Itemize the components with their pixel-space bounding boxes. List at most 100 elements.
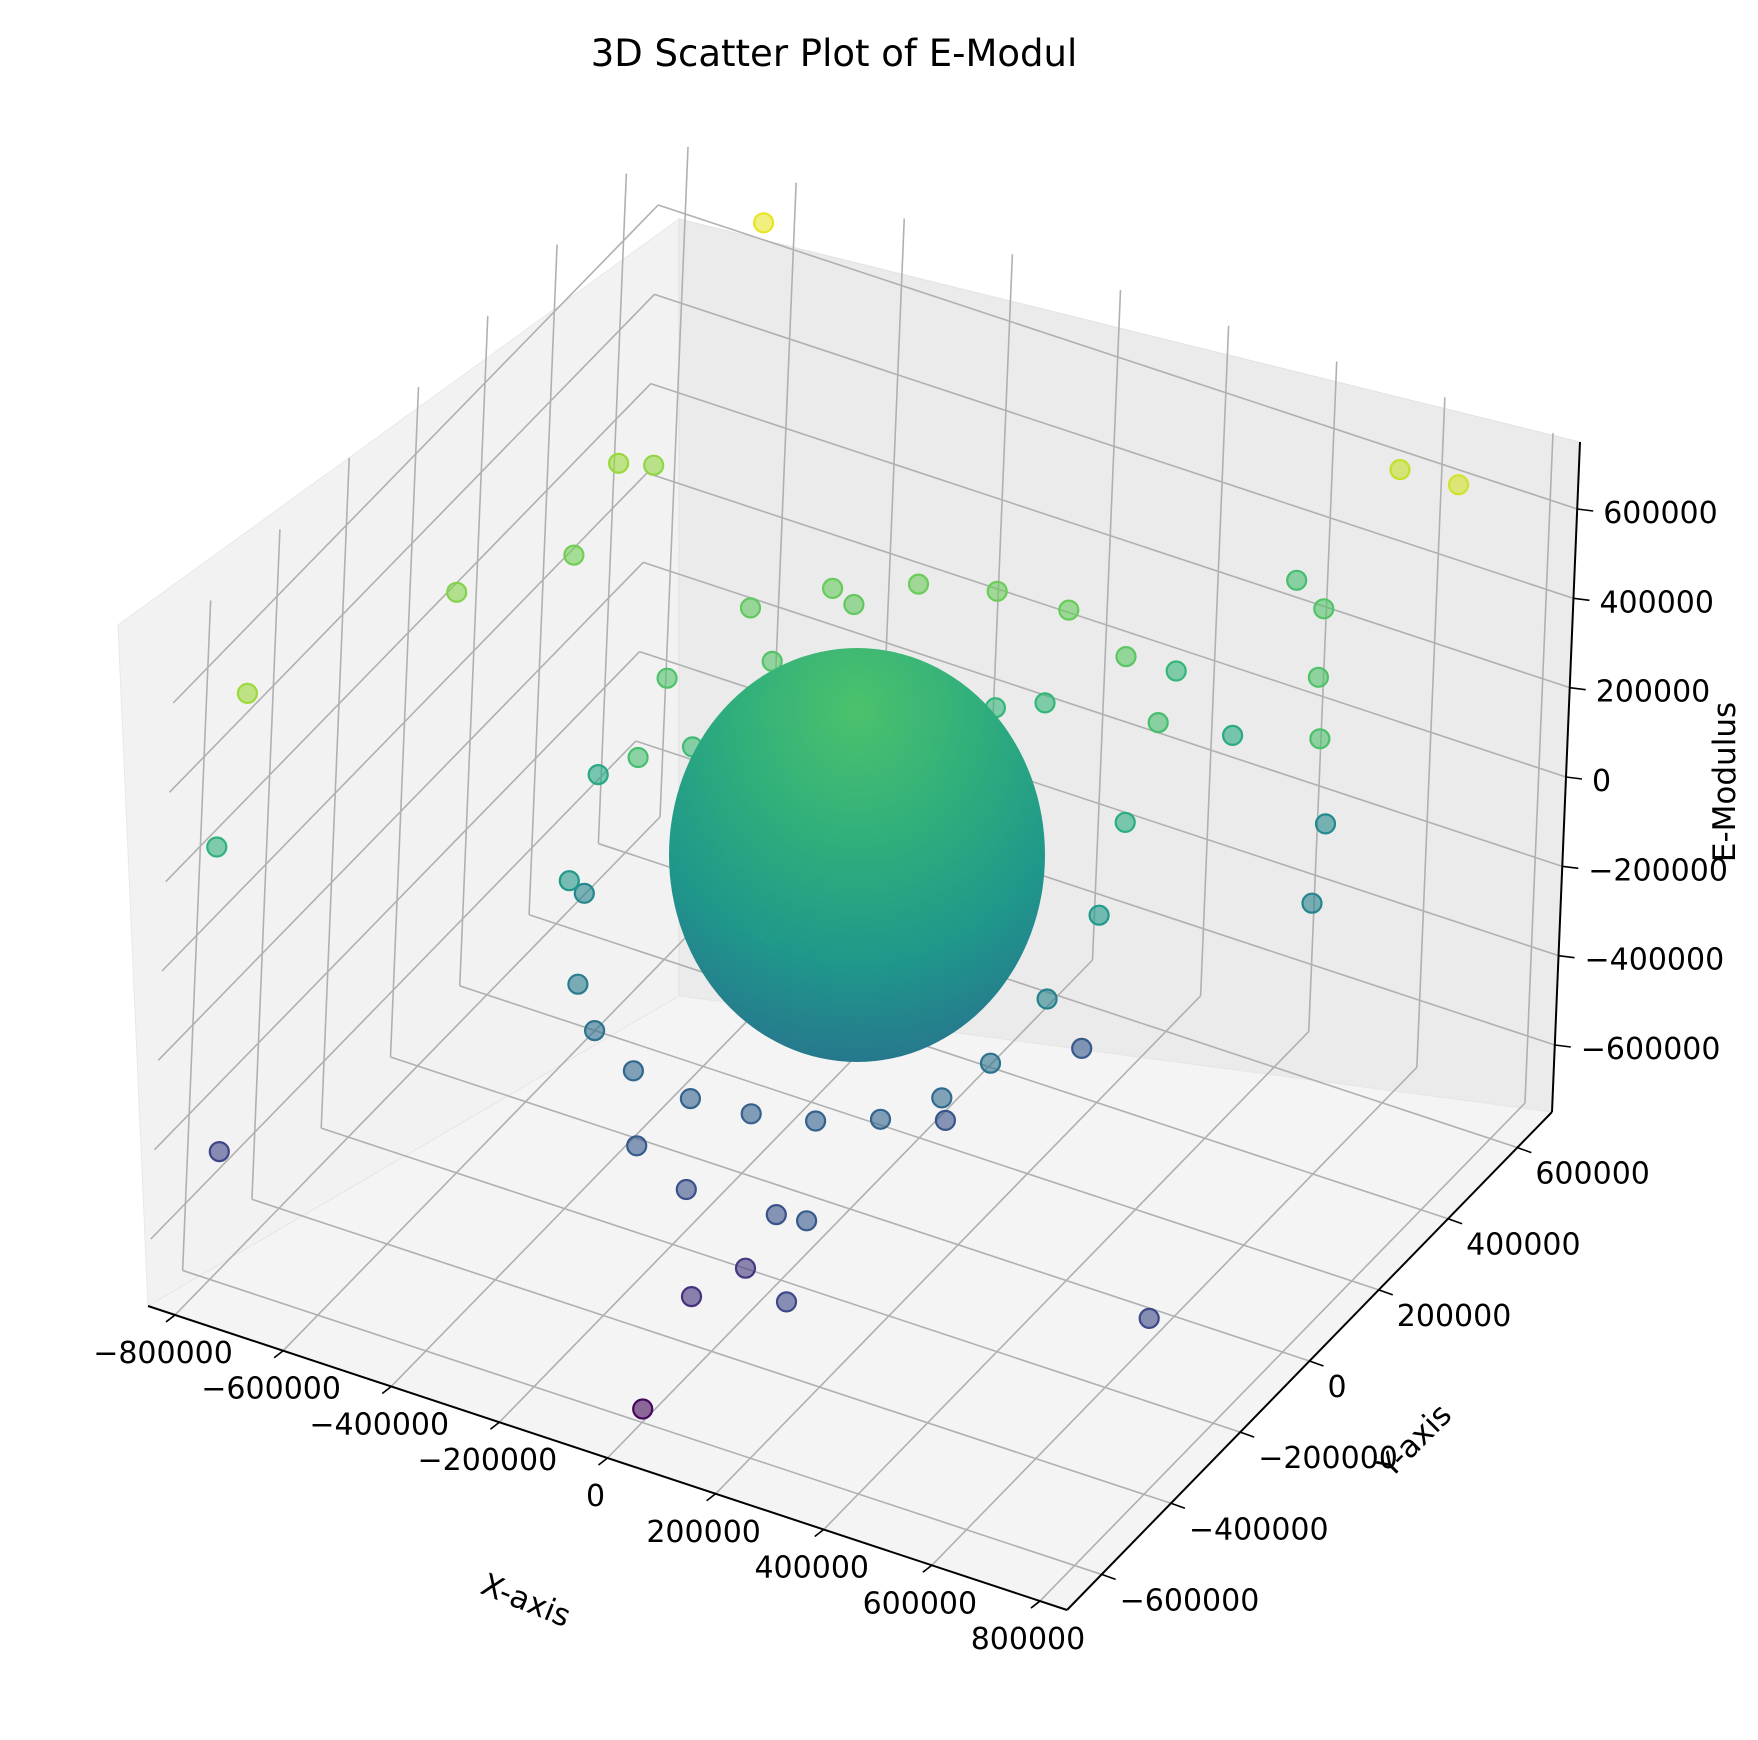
z-axis-label: E-Modulus: [1707, 702, 1743, 862]
scatter-point: [759, 922, 781, 945]
x-tick-label: −400000: [309, 1407, 449, 1442]
y-gridline-floor: [390, 1056, 1310, 1362]
z-tick-label: −400000: [1585, 943, 1725, 978]
z-tick-label: 600000: [1603, 496, 1718, 531]
scatter-point: [843, 593, 865, 616]
scatter-point: [1114, 811, 1136, 834]
x-tick-mark: [922, 1564, 933, 1573]
scatter-point: [627, 746, 649, 769]
y-gridline-floor: [182, 1269, 1102, 1576]
x-tick-label: 0: [586, 1479, 605, 1514]
x-tick-label: −800000: [93, 1336, 233, 1371]
z-tick-label: 400000: [1599, 585, 1714, 620]
z-tick-mark: [1565, 776, 1583, 780]
x-tick-mark: [814, 1528, 825, 1538]
scatter-point: [563, 544, 585, 566]
scatter-point: [752, 212, 775, 234]
z-gridline-back: [657, 204, 1578, 510]
scatter-point: [1389, 459, 1411, 481]
scatter-point: [622, 1060, 645, 1082]
scatter-point: [739, 597, 762, 619]
x-tick-mark: [489, 1421, 500, 1430]
y-gridline-floor: [320, 1127, 1241, 1433]
scatter-point: [236, 682, 258, 705]
z-tick-mark: [1562, 865, 1579, 870]
scatter-point: [795, 1210, 818, 1232]
y-tick-mark: [1447, 1217, 1463, 1225]
z-gridline-back: [654, 293, 1574, 600]
scatter-point: [1301, 892, 1323, 914]
z-tick-label: −200000: [1588, 853, 1728, 888]
scatter-point: [1286, 569, 1308, 591]
scatter-point: [1221, 724, 1244, 747]
x-tick-mark: [1030, 1600, 1041, 1609]
scatter-point: [934, 1109, 957, 1132]
scatter-point: [775, 1291, 798, 1313]
y-tick-label: 600000: [1535, 1157, 1650, 1192]
y-tick-label: −200000: [1258, 1441, 1398, 1476]
scatter-point: [1307, 666, 1330, 688]
scatter-point: [643, 454, 665, 476]
y-tick-mark: [1517, 1146, 1532, 1154]
scatter-point: [1036, 988, 1058, 1010]
y-tick-label: −600000: [1120, 1583, 1260, 1618]
scatter-point: [573, 882, 595, 904]
x-tick-label: 400000: [754, 1551, 869, 1586]
scatter-point: [656, 667, 678, 689]
z-tick-mark: [1554, 1044, 1571, 1048]
scatter-point: [446, 581, 468, 603]
y-gridline-floor: [459, 985, 1380, 1291]
y-tick-mark: [1101, 1573, 1116, 1581]
scatter-point: [1313, 598, 1335, 620]
y-tick-label: 400000: [1466, 1228, 1581, 1263]
scatter-point: [208, 1140, 230, 1163]
scatter-point: [734, 1257, 757, 1279]
y-tick-label: −400000: [1189, 1512, 1329, 1547]
z-tick-label: 0: [1592, 764, 1611, 799]
scatter-point: [679, 1087, 702, 1110]
scatter-point: [1138, 1307, 1160, 1330]
scatter-point: [1088, 904, 1110, 926]
y-tick-mark: [1309, 1360, 1324, 1367]
scatter-point: [1034, 692, 1056, 714]
y-axis-line: [1066, 1111, 1553, 1611]
chart-title: 3D Scatter Plot of E-Modul: [591, 32, 1077, 75]
y-tick-label: 200000: [1397, 1299, 1512, 1334]
scatter-point: [1115, 645, 1137, 668]
scatter-point: [583, 1019, 606, 1042]
y-gridline-floor: [251, 1198, 1172, 1505]
scatter-point: [821, 577, 844, 600]
x-tick-label: −600000: [201, 1372, 341, 1407]
z-gridline-back: [646, 472, 1567, 778]
x-tick-mark: [273, 1350, 284, 1359]
tick-labels: −800000−600000−400000−200000020000040000…: [93, 496, 1728, 1657]
scatter-point: [804, 1110, 827, 1132]
scatter-point: [1147, 711, 1169, 734]
scatter-point: [626, 1135, 648, 1157]
scatter-point: [765, 1203, 787, 1226]
z-tick-label: −600000: [1581, 1032, 1721, 1067]
scatter-point: [567, 973, 589, 995]
scatter-point: [1309, 728, 1331, 750]
scatter-point: [680, 1285, 703, 1308]
scatter-points-front: [206, 682, 1160, 1420]
z-tick-label: 200000: [1596, 675, 1711, 710]
x-tick-mark: [381, 1385, 392, 1395]
z-gridline-left: [153, 651, 641, 1151]
scatter-point: [1071, 1037, 1093, 1060]
y-tick-mark: [1378, 1289, 1394, 1296]
z-gridline-back: [643, 561, 1563, 868]
scatter-point: [979, 1052, 1002, 1074]
x-tick-mark: [598, 1457, 608, 1466]
scatter-point: [986, 580, 1008, 602]
scatter-point: [740, 1103, 762, 1125]
scatter-point: [907, 573, 930, 595]
z-tick-mark: [1573, 597, 1590, 602]
z-gridline-left: [165, 383, 652, 883]
z-tick-mark: [1577, 508, 1594, 512]
scatter-point: [869, 1108, 892, 1130]
scatter-point: [607, 452, 630, 474]
y-tick-mark: [1239, 1431, 1255, 1438]
scatter-point: [587, 763, 609, 786]
z-gridline-left: [150, 740, 637, 1240]
